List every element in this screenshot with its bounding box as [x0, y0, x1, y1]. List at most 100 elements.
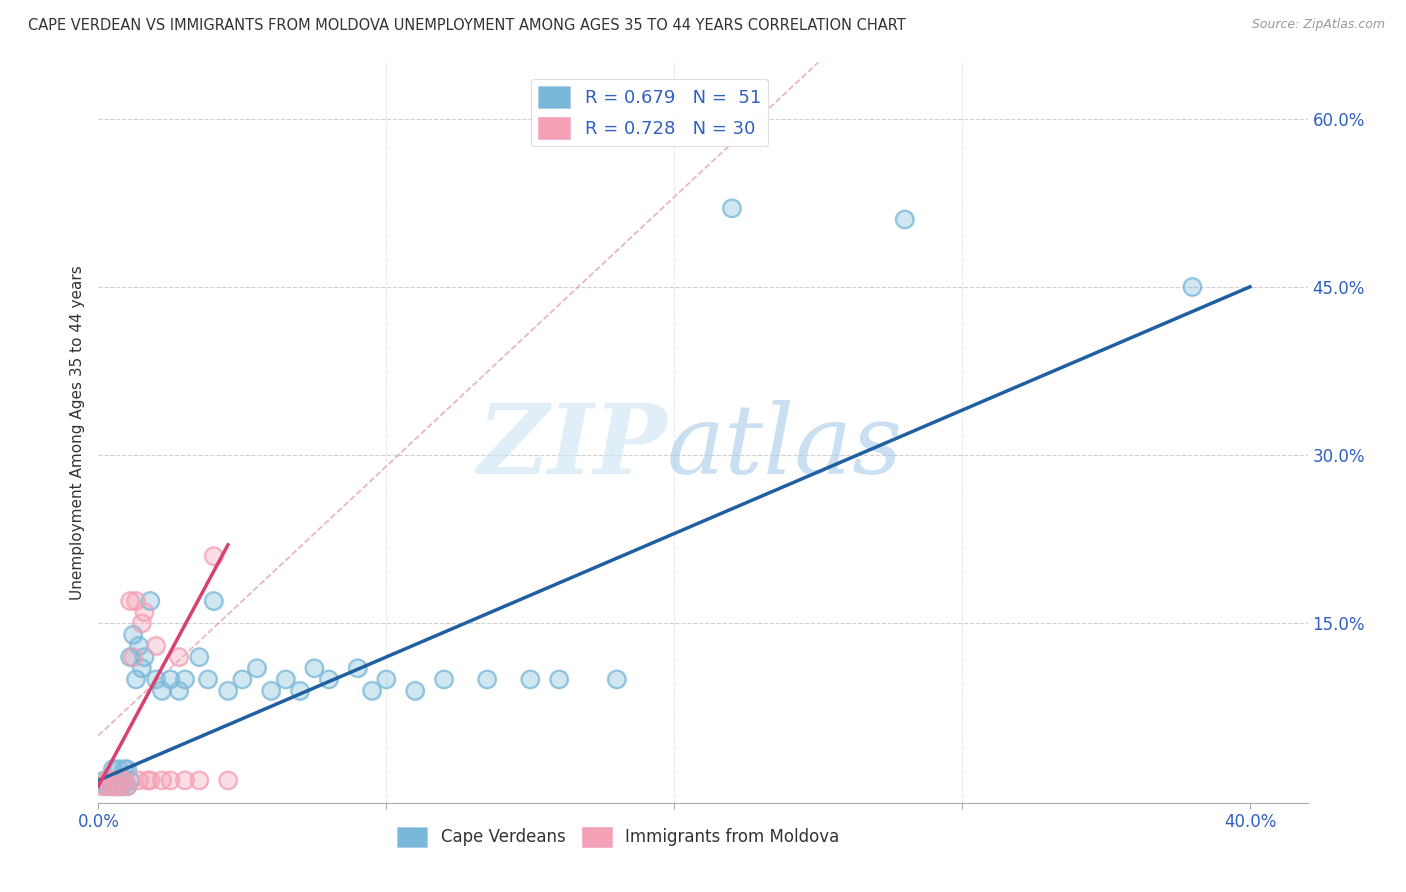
Point	[112, 773, 135, 788]
Point	[110, 773, 132, 788]
Point	[150, 683, 173, 698]
Point	[101, 779, 124, 793]
Point	[304, 661, 326, 675]
Point	[110, 779, 132, 793]
Point	[112, 773, 135, 788]
Point	[145, 639, 167, 653]
Point	[90, 779, 112, 793]
Point	[134, 650, 156, 665]
Point	[150, 683, 173, 698]
Point	[110, 773, 132, 788]
Point	[110, 773, 132, 788]
Point	[120, 650, 142, 665]
Point	[136, 773, 159, 788]
Point	[433, 673, 456, 687]
Point	[375, 673, 398, 687]
Point	[404, 683, 426, 698]
Point	[288, 683, 311, 698]
Point	[96, 773, 118, 788]
Point	[197, 673, 219, 687]
Point	[115, 762, 138, 776]
Point	[159, 773, 181, 788]
Point	[139, 773, 162, 788]
Legend: Cape Verdeans, Immigrants from Moldova: Cape Verdeans, Immigrants from Moldova	[391, 820, 846, 854]
Point	[173, 773, 195, 788]
Point	[90, 779, 112, 793]
Point	[150, 773, 173, 788]
Point	[101, 779, 124, 793]
Point	[112, 773, 135, 788]
Point	[197, 673, 219, 687]
Point	[115, 779, 138, 793]
Point	[101, 762, 124, 776]
Point	[167, 683, 190, 698]
Point	[139, 594, 162, 608]
Point	[288, 683, 311, 698]
Point	[202, 594, 225, 608]
Point	[304, 661, 326, 675]
Point	[173, 773, 195, 788]
Point	[93, 773, 115, 788]
Point	[606, 673, 628, 687]
Point	[128, 773, 150, 788]
Point	[173, 673, 195, 687]
Point	[519, 673, 541, 687]
Point	[120, 773, 142, 788]
Point	[145, 673, 167, 687]
Point	[145, 639, 167, 653]
Point	[96, 779, 118, 793]
Point	[104, 773, 127, 788]
Point	[217, 773, 239, 788]
Point	[173, 673, 195, 687]
Point	[150, 773, 173, 788]
Point	[159, 773, 181, 788]
Point	[115, 762, 138, 776]
Point	[217, 683, 239, 698]
Point	[122, 627, 145, 641]
Point	[110, 779, 132, 793]
Point	[346, 661, 368, 675]
Point	[519, 673, 541, 687]
Point	[98, 779, 121, 793]
Point	[93, 779, 115, 793]
Point	[104, 773, 127, 788]
Text: atlas: atlas	[666, 401, 903, 494]
Point	[548, 673, 571, 687]
Point	[110, 779, 132, 793]
Point	[115, 779, 138, 793]
Point	[136, 773, 159, 788]
Point	[107, 779, 129, 793]
Point	[318, 673, 340, 687]
Point	[122, 627, 145, 641]
Point	[112, 773, 135, 788]
Point	[274, 673, 297, 687]
Point	[104, 779, 127, 793]
Point	[375, 673, 398, 687]
Point	[96, 773, 118, 788]
Point	[115, 779, 138, 793]
Point	[361, 683, 384, 698]
Point	[131, 661, 153, 675]
Point	[107, 762, 129, 776]
Point	[475, 673, 498, 687]
Point	[107, 779, 129, 793]
Point	[120, 650, 142, 665]
Point	[134, 605, 156, 619]
Point	[101, 773, 124, 788]
Point	[104, 779, 127, 793]
Point	[110, 773, 132, 788]
Point	[131, 616, 153, 631]
Point	[98, 773, 121, 788]
Point	[112, 762, 135, 776]
Point	[167, 683, 190, 698]
Point	[246, 661, 269, 675]
Point	[433, 673, 456, 687]
Point	[96, 779, 118, 793]
Point	[217, 683, 239, 698]
Point	[260, 683, 283, 698]
Point	[134, 650, 156, 665]
Point	[128, 639, 150, 653]
Point	[122, 650, 145, 665]
Point	[1181, 280, 1204, 294]
Point	[101, 779, 124, 793]
